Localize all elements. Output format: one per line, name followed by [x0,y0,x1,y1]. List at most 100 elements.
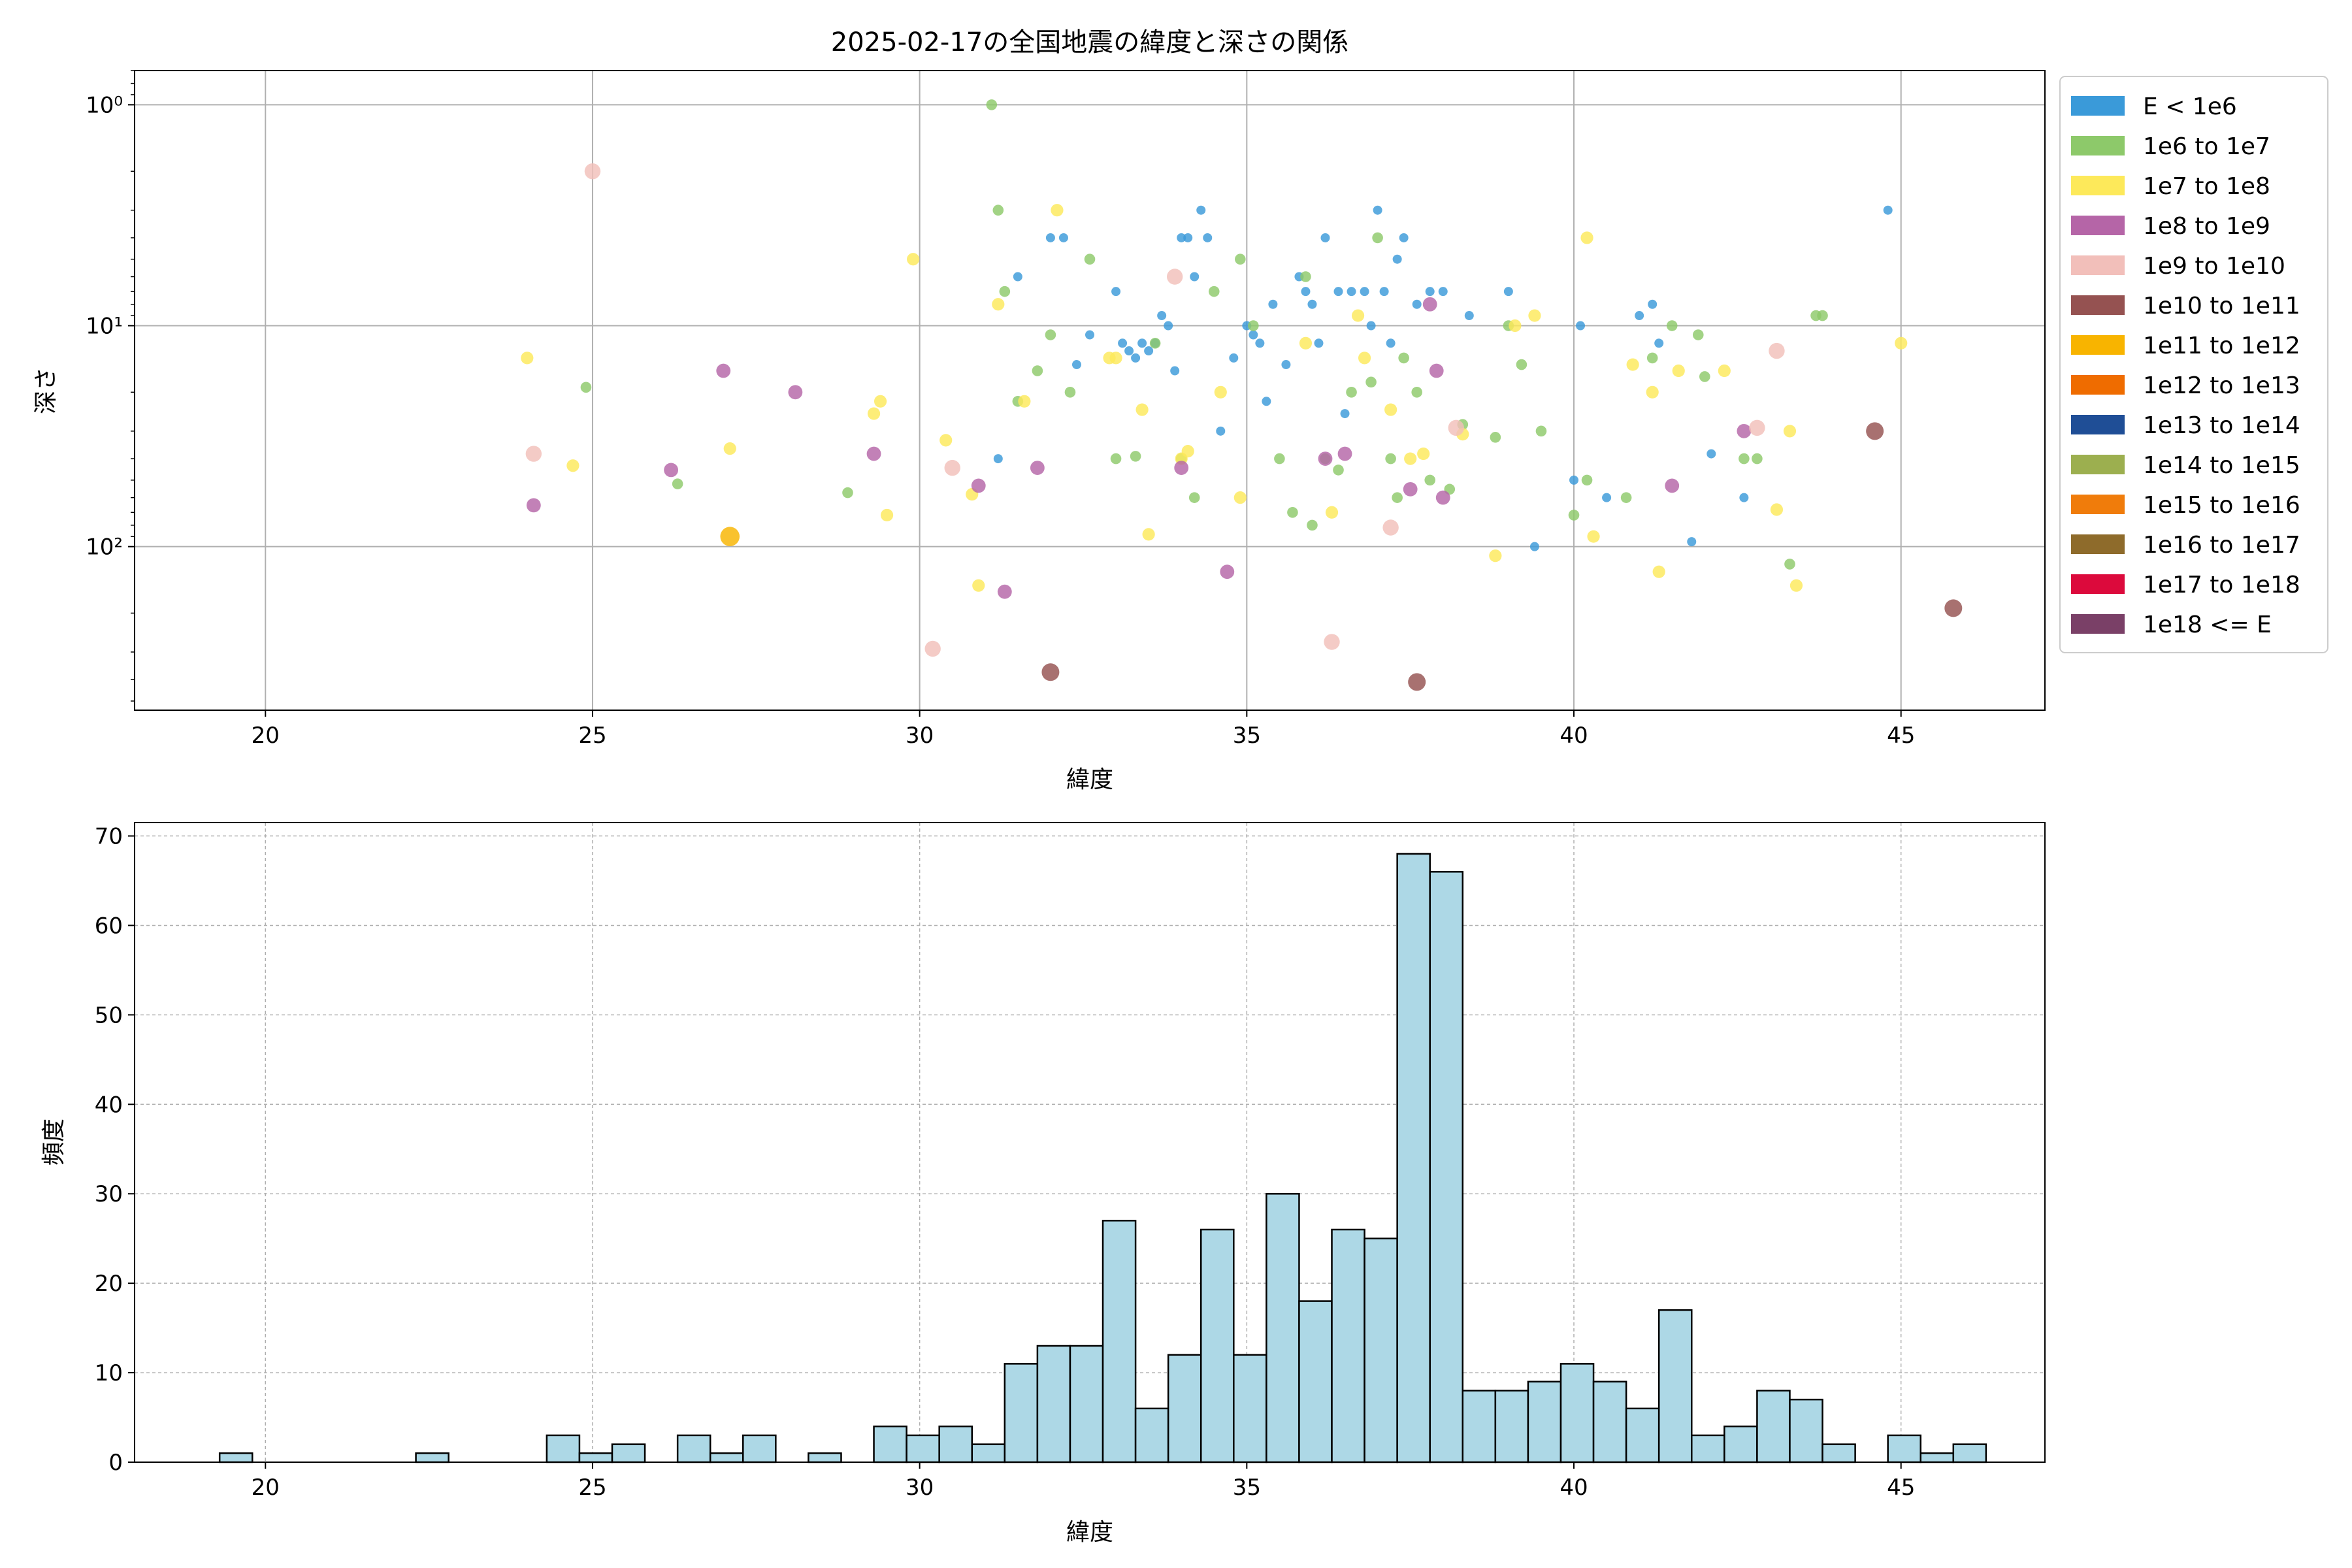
legend-swatch [2071,455,2125,474]
histogram-bar [1200,1228,1235,1463]
legend-swatch [2071,96,2125,116]
scatter-point [1568,510,1580,521]
histogram-bar [611,1443,646,1463]
scatter-x-tick-label: 20 [252,723,280,749]
scatter-point [526,498,541,513]
scatter-point [842,487,853,498]
histogram-bar [1919,1452,1955,1463]
scatter-point [1041,663,1060,681]
histogram-bar [1756,1390,1791,1463]
scatter-point [1587,530,1600,543]
scatter-point [1045,329,1056,340]
scatter-point [1177,233,1186,242]
scatter-point [1318,451,1333,466]
scatter-point [1220,564,1235,580]
scatter-y-tick-label: 10¹ [86,314,123,340]
histogram-x-tick-label: 35 [1233,1475,1261,1501]
scatter-point [1580,231,1593,244]
scatter-point [1103,351,1116,365]
scatter-point [992,298,1005,311]
histogram-bar [1331,1228,1365,1463]
legend-label: 1e17 to 1e18 [2143,572,2300,598]
scatter-point [1516,359,1527,370]
histogram-bar [1789,1398,1823,1463]
histogram-panel: 20 25 30 35 40 45 0 10 20 30 40 50 60 70 緯度 頻度 [41,822,2046,1546]
scatter-point [1648,299,1658,309]
legend-swatch [2071,614,2125,634]
histogram-y-tick-label: 10 [95,1360,123,1386]
histogram-bar [415,1452,449,1463]
scatter-point [1737,423,1752,438]
scatter-point [1208,286,1220,297]
scatter-point [1718,364,1731,378]
histogram-bar [1560,1363,1595,1463]
scatter-point [1739,493,1749,502]
legend-label: 1e14 to 1e15 [2143,452,2300,479]
histogram-bar [578,1452,613,1463]
scatter-point [1646,385,1659,399]
scatter-point [1379,287,1389,297]
scatter-point [1528,309,1541,322]
scatter-point [1784,559,1795,570]
histogram-x-tick-label: 40 [1560,1475,1588,1501]
scatter-point [1666,320,1678,331]
legend-swatch [2071,574,2125,594]
scatter-point [1392,254,1402,264]
histogram-x-tick-label: 20 [252,1475,280,1501]
scatter-point [1438,287,1448,297]
scatter-point [1166,269,1183,285]
scatter-y-tick-label: 10² [86,534,123,561]
scatter-point [720,527,740,546]
scatter-x-tick-label: 45 [1887,723,1915,749]
scatter-point [1137,338,1147,348]
histogram-y-tick-label: 70 [95,824,123,850]
scatter-point [1464,311,1474,321]
legend-label: 1e12 to 1e13 [2143,372,2300,399]
scatter-point [1084,253,1096,265]
histogram-bar [1887,1434,1921,1463]
scatter-point [1646,352,1658,364]
scatter-point [1626,358,1639,371]
scatter-point [1196,205,1206,215]
histogram-bar [1364,1237,1398,1463]
histogram-bar [1102,1220,1137,1463]
scatter-point [1366,321,1376,331]
histogram-bar [1069,1345,1104,1463]
scatter-point [1687,537,1697,547]
scatter-point [1190,272,1200,282]
legend-swatch [2071,534,2125,554]
legend-label: 1e10 to 1e11 [2143,293,2300,319]
scatter-point [1131,353,1141,363]
histogram-x-tick-label: 45 [1887,1475,1915,1501]
scatter-point [1337,446,1352,461]
histogram-bar [742,1434,777,1463]
histogram-bar [1233,1354,1267,1463]
scatter-point [1314,338,1324,348]
scatter-point [1030,461,1045,475]
scatter-point [1699,371,1710,382]
scatter-point [1045,233,1055,242]
scatter-point [1110,453,1122,465]
scatter-point [1216,426,1226,436]
scatter-x-tick-label: 30 [906,723,934,749]
scatter-point [672,478,683,489]
scatter-point [1944,599,1963,617]
histogram-y-tick-label: 20 [95,1271,123,1297]
legend-label: 1e13 to 1e14 [2143,412,2300,439]
scatter-y-label: 深さ [33,367,59,414]
scatter-point [716,363,731,378]
histogram-bar [1298,1300,1333,1463]
scatter-point [1817,310,1828,321]
scatter-point [1307,299,1317,309]
scatter-point [1384,403,1397,416]
histogram-bar [1134,1407,1169,1463]
scatter-point [1672,364,1685,378]
histogram-y-label: 頻度 [41,1119,67,1166]
scatter-point [1235,253,1246,265]
scatter-point [1576,321,1586,331]
scatter-point [1652,565,1665,578]
scatter-point [1569,475,1579,485]
histogram-y-tick-label: 60 [95,913,123,939]
scatter-point [1360,287,1369,297]
scatter-point [1654,338,1664,348]
